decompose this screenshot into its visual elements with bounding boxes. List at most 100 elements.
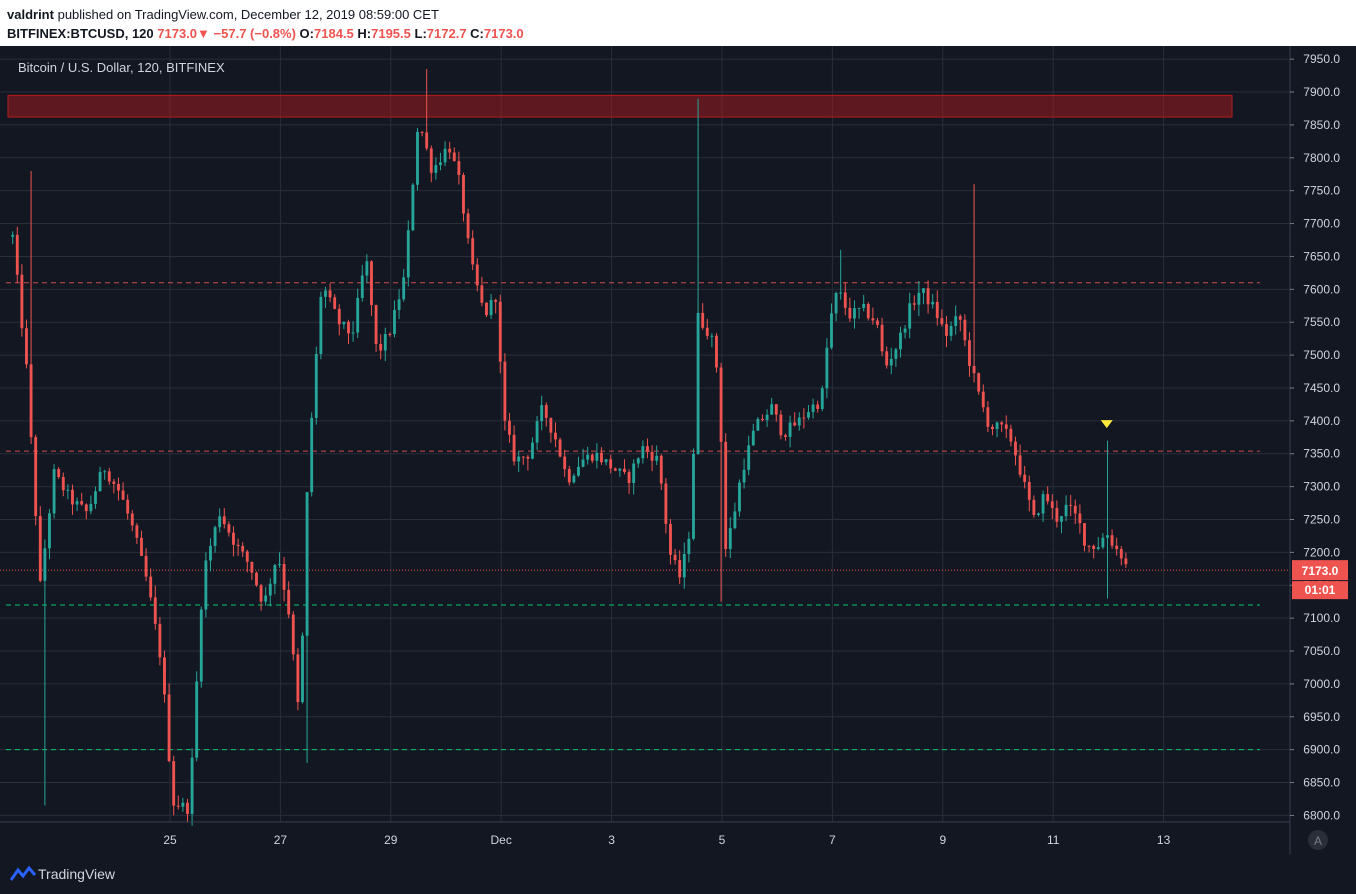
candle-body [572, 475, 576, 483]
y-tick-label: 7900.0 [1303, 85, 1340, 99]
candle-body [75, 501, 79, 505]
close-label: C: [470, 26, 484, 41]
price-chart[interactable]: 7950.0 7900.0 7850.0 7800.0 7750.0 7700.0 7650… [0, 46, 1356, 854]
y-tick-label: 7450.0 [1303, 381, 1340, 395]
candle-body [770, 404, 774, 415]
candle-body [724, 441, 728, 550]
candle-body [577, 466, 580, 476]
candle-body [52, 469, 56, 514]
candle-body [843, 292, 847, 308]
candle-body [241, 546, 245, 552]
candle-body [558, 439, 562, 457]
candle-body [1069, 504, 1073, 506]
candle-body [673, 554, 677, 561]
candle-body [457, 161, 461, 175]
candle-body [370, 261, 373, 306]
candle-body [388, 333, 392, 335]
candle-body [696, 312, 700, 454]
candle-body [1055, 507, 1059, 522]
candle-body [103, 471, 107, 473]
candle-body [549, 417, 553, 433]
y-tick-label: 7300.0 [1303, 480, 1340, 494]
candle-body [650, 451, 654, 461]
candle-body [121, 490, 125, 500]
candle-body [296, 654, 300, 703]
candle-body [632, 463, 636, 484]
candle-body [535, 421, 539, 443]
candle-body [678, 560, 682, 578]
x-tick-label: 13 [1157, 833, 1171, 847]
y-tick-label: 7750.0 [1303, 184, 1340, 198]
candle-body [1106, 535, 1109, 538]
auto-scale-label: A [1314, 834, 1322, 848]
candle-body [163, 657, 166, 695]
candle-body [255, 572, 258, 586]
candle-body [954, 316, 958, 326]
candle-body [503, 361, 507, 421]
candle-body [926, 288, 930, 305]
y-tick-label: 7650.0 [1303, 249, 1340, 263]
time-axis[interactable]: 25 27 29 Dec 3 5 7 9 11 13 [163, 833, 1170, 847]
candle-body [715, 335, 718, 368]
candle-body [1083, 523, 1086, 546]
down-arrow-icon: ▼ [197, 26, 210, 41]
candle-body [218, 516, 222, 528]
candle-body [34, 437, 38, 517]
candle-body [420, 131, 424, 133]
candle-body [1087, 545, 1091, 547]
low-value: 7172.7 [426, 26, 467, 41]
candle-body [912, 303, 916, 305]
candle-body [167, 694, 171, 762]
y-tick-label: 6800.0 [1303, 808, 1340, 822]
change-value: −57.7 (−0.8%) [213, 26, 296, 41]
y-tick-label: 7850.0 [1303, 118, 1340, 132]
candle-body [471, 238, 475, 265]
candle-body [29, 364, 33, 438]
resistance-zone-box [7, 94, 1233, 118]
candle-body [945, 324, 948, 336]
candle-body [604, 459, 608, 463]
candle-body [866, 304, 870, 319]
countdown-tag: 01:01 [1305, 583, 1336, 597]
candle-body [213, 527, 217, 546]
candle-body [935, 301, 939, 319]
candle-body [627, 471, 631, 484]
candle-body [94, 491, 97, 504]
candle-body [282, 563, 286, 590]
candle-body [149, 576, 153, 598]
candle-body [66, 489, 70, 491]
candle-body [664, 483, 668, 524]
candle-body [986, 407, 990, 427]
candle-body [324, 290, 327, 297]
author-name[interactable]: valdrint [7, 7, 54, 22]
candles-group [11, 69, 1128, 826]
candle-body [347, 321, 350, 334]
candle-body [682, 554, 686, 578]
candle-body [443, 148, 447, 163]
candle-body [126, 499, 130, 514]
candle-body [646, 446, 649, 452]
low-label: L: [414, 26, 427, 41]
candle-body [356, 297, 360, 333]
candle-body [57, 469, 61, 477]
candle-body [508, 420, 511, 435]
x-tick-label: 5 [719, 833, 726, 847]
y-tick-label: 7400.0 [1303, 414, 1340, 428]
candle-body [140, 537, 143, 556]
auto-scale-button[interactable] [1308, 830, 1328, 850]
candle-body [687, 538, 691, 555]
candle-body [130, 513, 134, 526]
candle-body [319, 296, 323, 355]
published-text: published on TradingView.com, December 1… [57, 7, 439, 22]
candle-body [117, 483, 120, 491]
candle-body [452, 152, 456, 162]
brand-label[interactable]: TradingView [38, 866, 116, 882]
candle-body [1018, 455, 1022, 475]
y-tick-label: 7000.0 [1303, 677, 1340, 691]
candle-body [531, 442, 534, 459]
chart-background [0, 46, 1356, 854]
candle-body [567, 469, 571, 483]
candle-body [351, 332, 355, 334]
candle-body [526, 456, 530, 459]
price-axis[interactable]: 7950.0 7900.0 7850.0 7800.0 7750.0 7700.0 7650… [1290, 52, 1340, 822]
